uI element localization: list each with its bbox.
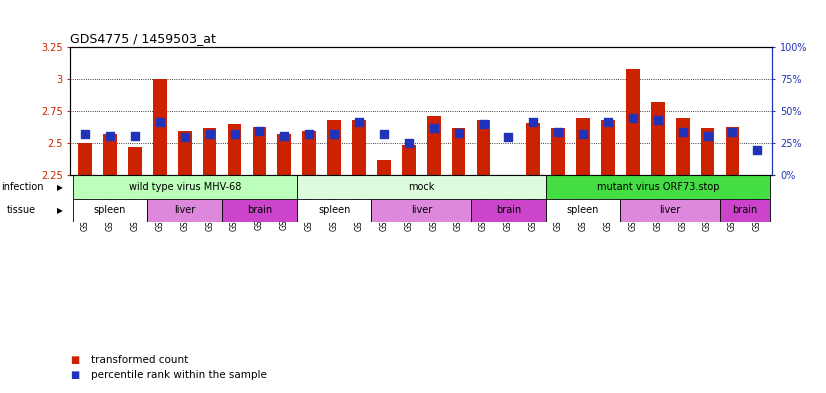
Bar xyxy=(620,199,720,222)
Text: spleen: spleen xyxy=(318,206,350,215)
Bar xyxy=(551,128,565,175)
Text: liver: liver xyxy=(660,206,681,215)
Bar xyxy=(153,79,167,175)
Text: ▶: ▶ xyxy=(57,183,63,191)
Bar xyxy=(352,120,366,175)
Point xyxy=(78,131,92,138)
Bar xyxy=(103,134,117,175)
Point xyxy=(253,127,266,134)
Point xyxy=(477,121,490,127)
Bar xyxy=(203,128,216,175)
Point xyxy=(128,132,141,139)
Text: brain: brain xyxy=(496,206,521,215)
Text: ▶: ▶ xyxy=(57,206,63,215)
Point xyxy=(377,131,391,138)
Point xyxy=(552,129,565,135)
Point xyxy=(726,129,739,135)
Bar xyxy=(228,124,241,175)
Bar xyxy=(577,118,590,175)
Text: spleen: spleen xyxy=(94,206,126,215)
Bar xyxy=(327,120,341,175)
Bar xyxy=(700,128,714,175)
Point xyxy=(701,132,714,139)
Bar xyxy=(73,175,297,199)
Point xyxy=(203,131,216,138)
Text: brain: brain xyxy=(733,206,757,215)
Point xyxy=(228,131,241,138)
Bar xyxy=(402,145,415,175)
Point xyxy=(427,125,440,131)
Text: liver: liver xyxy=(411,206,432,215)
Bar xyxy=(147,199,222,222)
Point xyxy=(651,117,664,123)
Bar xyxy=(477,120,491,175)
Point xyxy=(353,118,366,125)
Bar xyxy=(297,175,546,199)
Point xyxy=(501,134,515,140)
Text: wild type virus MHV-68: wild type virus MHV-68 xyxy=(129,182,241,192)
Text: GDS4775 / 1459503_at: GDS4775 / 1459503_at xyxy=(70,32,216,45)
Bar xyxy=(720,199,770,222)
Bar xyxy=(372,199,471,222)
Bar xyxy=(297,199,372,222)
Point xyxy=(626,114,639,121)
Bar xyxy=(78,143,92,175)
Point xyxy=(278,132,291,139)
Text: tissue: tissue xyxy=(7,206,36,215)
Bar xyxy=(253,127,266,175)
Bar xyxy=(546,175,770,199)
Text: ■: ■ xyxy=(70,370,79,380)
Bar xyxy=(178,130,192,175)
Text: mock: mock xyxy=(408,182,434,192)
Text: spleen: spleen xyxy=(567,206,600,215)
Bar xyxy=(452,128,466,175)
Point xyxy=(178,134,192,140)
Text: brain: brain xyxy=(247,206,272,215)
Bar xyxy=(526,123,540,175)
Point xyxy=(751,147,764,153)
Bar xyxy=(676,118,690,175)
Bar xyxy=(601,120,615,175)
Bar xyxy=(278,134,292,175)
Bar xyxy=(128,147,142,175)
Bar xyxy=(651,102,665,175)
Bar xyxy=(501,175,515,183)
Bar xyxy=(302,130,316,175)
Bar xyxy=(725,127,739,175)
Bar xyxy=(377,160,391,175)
Point xyxy=(527,118,540,125)
Point xyxy=(154,118,167,125)
Point xyxy=(402,140,415,147)
Point xyxy=(452,130,465,136)
Bar xyxy=(471,199,546,222)
Point xyxy=(577,131,590,138)
Text: liver: liver xyxy=(174,206,196,215)
Bar xyxy=(626,69,639,175)
Text: transformed count: transformed count xyxy=(91,354,188,365)
Bar xyxy=(427,116,440,175)
Text: percentile rank within the sample: percentile rank within the sample xyxy=(91,370,267,380)
Bar xyxy=(751,175,764,179)
Text: mutant virus ORF73.stop: mutant virus ORF73.stop xyxy=(596,182,719,192)
Point xyxy=(601,118,615,125)
Point xyxy=(676,129,689,135)
Bar xyxy=(73,199,147,222)
Point xyxy=(328,131,341,138)
Point xyxy=(103,132,116,139)
Text: ■: ■ xyxy=(70,354,79,365)
Bar xyxy=(546,199,620,222)
Bar xyxy=(222,199,297,222)
Text: infection: infection xyxy=(1,182,43,192)
Point xyxy=(302,131,316,138)
